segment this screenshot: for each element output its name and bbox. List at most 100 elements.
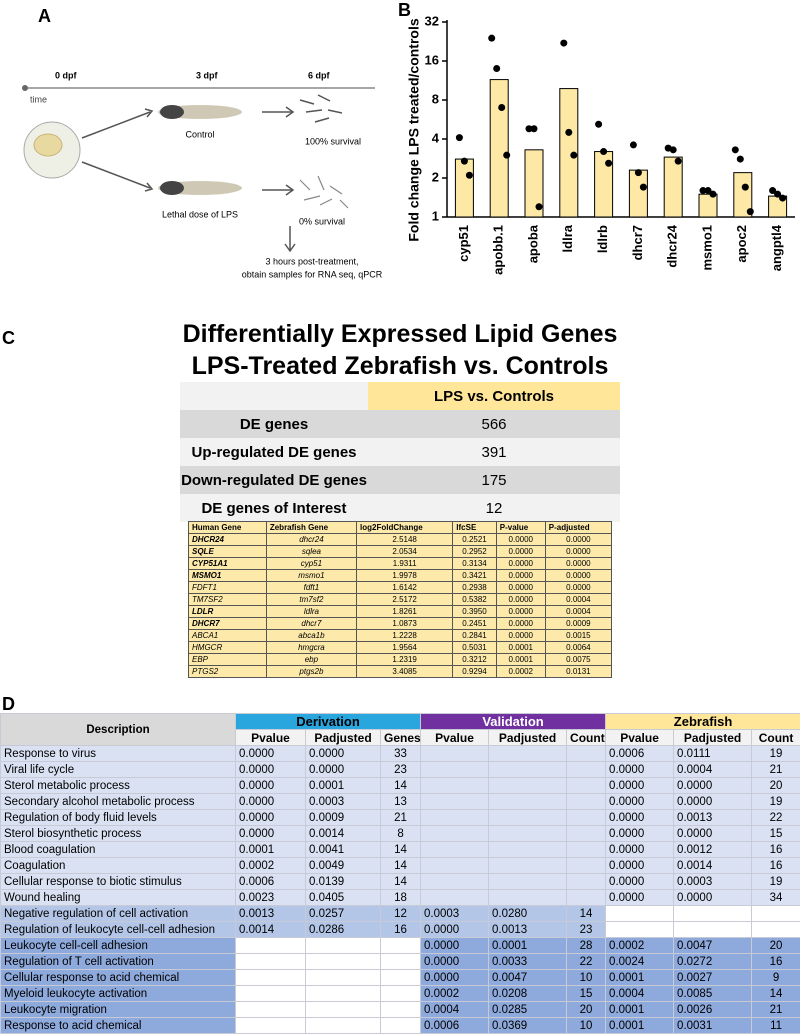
gene-row: SQLE sqlea 2.0534 0.2952 0.0000 0.0000 [188, 545, 613, 558]
cell: 0.2952 [452, 545, 497, 558]
cell: 0.0004 [673, 761, 753, 778]
empty-cell [566, 873, 607, 890]
row-label: DE genes [180, 410, 368, 438]
cell: 0.0064 [544, 641, 613, 654]
cell: 0.0001 [495, 641, 546, 654]
cell: 0.0015 [544, 629, 613, 642]
yolk [33, 133, 63, 157]
data-point [731, 146, 739, 154]
cell: 0.2521 [452, 533, 497, 546]
empty-cell [566, 777, 607, 794]
summary-row: DE genes of Interest 12 [180, 494, 620, 522]
data-point [674, 157, 682, 165]
cell: HMGCR [188, 641, 267, 654]
cell: MSMO1 [188, 569, 267, 582]
cell: 0.0000 [495, 617, 546, 630]
cell: 21 [751, 761, 800, 778]
cell: tm7sf2 [265, 593, 358, 606]
cell: 0.0000 [235, 825, 306, 842]
data-point [455, 134, 463, 142]
gene-row: LDLR ldlra 1.8261 0.3950 0.0000 0.0004 [188, 605, 613, 618]
cell: DHCR7 [188, 617, 267, 630]
enrichment-table: Description Derivation Validation Zebrafish… [0, 713, 800, 1034]
data-point [565, 128, 573, 136]
cell: 0.0013 [673, 809, 753, 826]
empty-cell [566, 745, 607, 762]
empty-cell [420, 873, 490, 890]
cell: 0.3421 [452, 569, 497, 582]
cell: 0.0139 [305, 873, 381, 890]
larva-head [160, 181, 184, 195]
group-header: Zebrafish [605, 713, 800, 730]
cell: 0.0001 [305, 777, 381, 794]
cell: 0.0014 [305, 825, 381, 842]
empty-cell [235, 937, 306, 954]
cell: Coagulation [0, 857, 236, 874]
cell: 21 [379, 809, 422, 826]
enrichment-row: Regulation of body fluid levels 0.0000 0.0… [0, 809, 800, 826]
y-tick-label: 1 [432, 208, 439, 223]
empty-cell [488, 793, 568, 810]
gene-row: FDFT1 fdft1 1.6142 0.2938 0.0000 0.0000 [188, 581, 613, 594]
group-row: Description Derivation Validation Zebrafish [0, 713, 800, 746]
header-row: LPS vs. Controls [180, 382, 620, 410]
cell: 0.0023 [235, 889, 306, 906]
cell: 0.0002 [235, 857, 306, 874]
empty-cell [488, 825, 568, 842]
cell: 14 [379, 841, 422, 858]
cell: 20 [751, 937, 800, 954]
enrichment-row: Coagulation 0.0002 0.0049 14 0.0000 0.0014 16 [0, 857, 800, 874]
data-point [535, 203, 543, 211]
cell: 0.0033 [488, 953, 568, 970]
enrichment-row: Sterol metabolic process 0.0000 0.0001 14 0.… [0, 777, 800, 794]
empty-cell [673, 921, 753, 938]
cell: 0.0000 [544, 569, 613, 582]
cell: 0.0000 [495, 533, 546, 546]
cell: 0.0047 [673, 937, 753, 954]
cell: Cellular response to biotic stimulus [0, 873, 236, 890]
cell: 21 [751, 1001, 800, 1018]
cell: 0.0085 [673, 985, 753, 1002]
data-point [779, 194, 787, 202]
empty-cell [420, 809, 490, 826]
empty-cell [488, 841, 568, 858]
data-point [634, 169, 642, 177]
gene-row: MSMO1 msmo1 1.9978 0.3421 0.0000 0.0000 [188, 569, 613, 582]
empty-cell [605, 905, 675, 922]
cell: 16 [379, 921, 422, 938]
cell: fdft1 [265, 581, 358, 594]
gene-row: EBP ebp 1.2319 0.3212 0.0001 0.0075 [188, 653, 613, 666]
bar [628, 169, 648, 218]
cell: 0.0006 [235, 873, 306, 890]
empty-cell [235, 953, 306, 970]
cell: Leukocyte migration [0, 1001, 236, 1018]
cell: 22 [751, 809, 800, 826]
cell: 0.0000 [420, 969, 490, 986]
row-label: Up-regulated DE genes [180, 438, 368, 466]
cell: 0.0001 [235, 841, 306, 858]
cell: Secondary alcohol metabolic process [0, 793, 236, 810]
cell: 0.0000 [235, 745, 306, 762]
cell: 0.0000 [305, 761, 381, 778]
condition: Control [185, 129, 214, 139]
cell: 16 [751, 953, 800, 970]
data-point [669, 146, 677, 154]
cell: ebp [265, 653, 358, 666]
cell: 0.0000 [673, 889, 753, 906]
cell: 10 [566, 1017, 607, 1034]
cell: 0.3950 [452, 605, 497, 618]
empty-cell [235, 1017, 306, 1034]
cell: Regulation of leukocyte cell-cell adhesi… [0, 921, 236, 938]
cell: 12 [379, 905, 422, 922]
cell: 0.0002 [420, 985, 490, 1002]
cell: 0.0286 [305, 921, 381, 938]
x-tick-label: ldlra [560, 224, 575, 252]
cell: 0.0006 [605, 745, 675, 762]
empty-cell [488, 745, 568, 762]
y-tick-label: 4 [432, 130, 440, 145]
empty-cell [566, 889, 607, 906]
empty-cell [566, 825, 607, 842]
row-value: 566 [368, 410, 620, 438]
panel-label: B [398, 0, 411, 20]
